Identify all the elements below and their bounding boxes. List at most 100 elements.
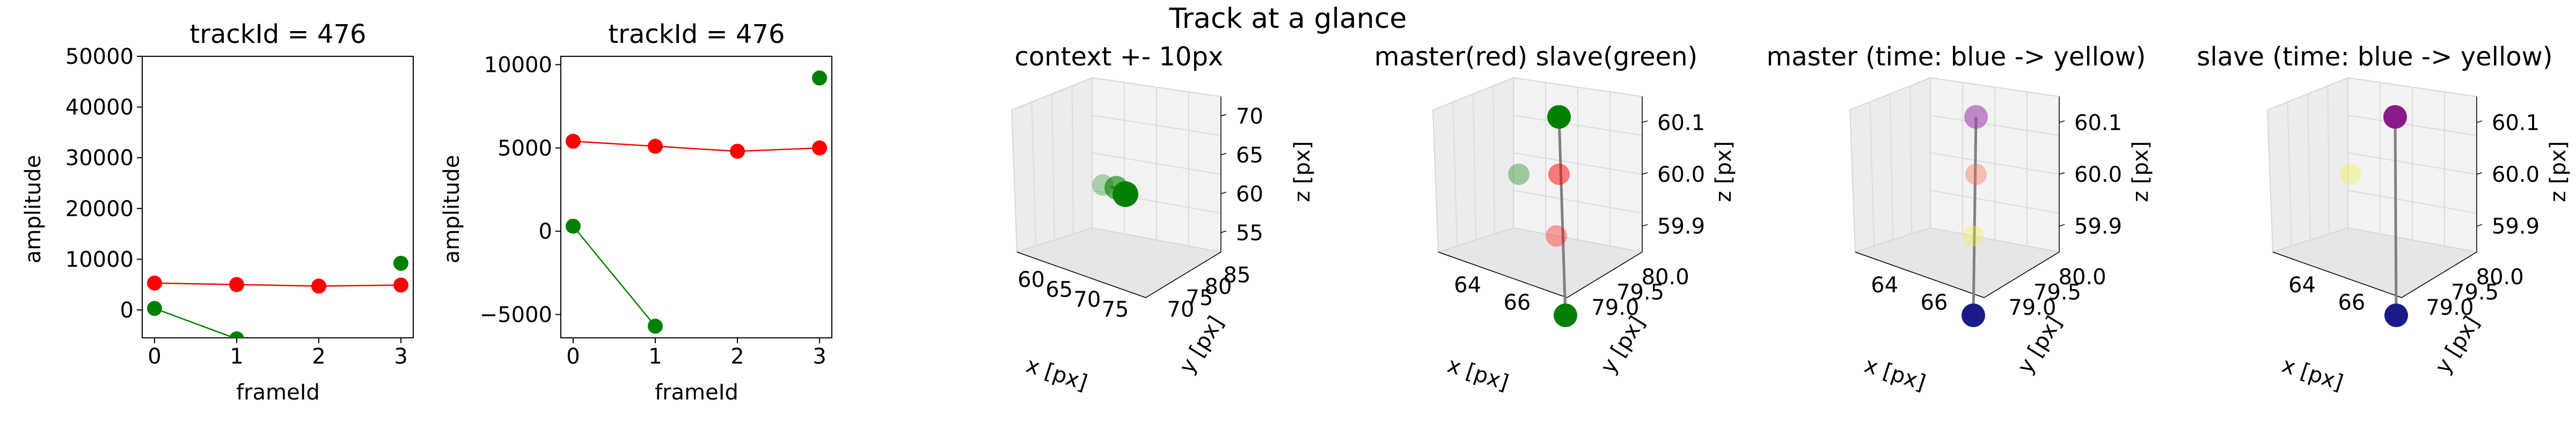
z-axis-label: z [px] — [2546, 141, 2571, 202]
y-axis-line — [2401, 252, 2477, 298]
y-axis-label: amplitude — [21, 155, 46, 263]
x-tick-label: 3 — [813, 344, 826, 369]
y-axis-line — [1984, 252, 2060, 298]
series-line — [154, 282, 401, 287]
plot-frame — [142, 56, 414, 338]
z-tick-label: 55 — [1236, 221, 1263, 246]
y-tick-label: 80 — [1205, 275, 1232, 299]
z-tick — [2059, 120, 2065, 123]
y-tick-label: 10000 — [484, 53, 552, 78]
series-line — [573, 140, 820, 152]
data-point — [393, 255, 409, 271]
data-point — [565, 134, 581, 149]
x-axis-line — [1016, 252, 1146, 298]
panel-amplitude-2: trackId = 476 amplitude frameId 0 1 2 3 −500… — [440, 19, 832, 405]
plot-frame — [560, 56, 832, 338]
x-tick-label: 65 — [1045, 277, 1073, 302]
grid-line — [1092, 152, 1221, 175]
data-point — [229, 331, 244, 338]
grid-line — [1890, 93, 1893, 240]
y-axis-line — [1567, 252, 1643, 298]
data-point — [1113, 181, 1138, 207]
z-tick-label: 59.9 — [2492, 214, 2540, 239]
z-tick — [2059, 172, 2065, 175]
data-point — [2384, 304, 2408, 327]
z-tick — [1642, 120, 1648, 123]
x-axis-line — [1438, 252, 1568, 298]
x-tick-label: 2 — [312, 344, 325, 369]
data-point — [229, 277, 244, 292]
y-tick-label: 79.5 — [2451, 280, 2499, 305]
z-axis-label: z [px] — [1290, 141, 1315, 202]
panel-title: slave (time: blue -> yellow) — [2197, 42, 2552, 72]
x-tick-label: 64 — [2288, 273, 2316, 298]
x-axis-label: x [px] — [2279, 353, 2346, 396]
data-point — [565, 218, 581, 234]
z-tick — [1220, 231, 1227, 233]
grid-line — [2307, 93, 2311, 240]
grid-line — [1513, 152, 1643, 175]
y-tick-label: 80.0 — [2059, 265, 2106, 290]
panel-3d-master-slave: master(red) slave(green) 64 66 79.079.580.… — [1374, 42, 1736, 396]
z-tick-label: 59.9 — [1657, 214, 1705, 239]
trajectory-line — [2394, 116, 2398, 316]
x-tick-label: 3 — [394, 344, 407, 369]
y-tick-label: 40000 — [65, 95, 134, 120]
x-axis-line — [1855, 252, 1985, 298]
z-tick-label: 60.1 — [1657, 110, 1705, 135]
y-tick-label: 50000 — [65, 45, 134, 69]
data-point — [1964, 105, 1988, 129]
z-tick-label: 60.0 — [2492, 162, 2540, 187]
grid-line — [1031, 101, 1036, 246]
data-point — [147, 301, 162, 316]
x-tick-label: 64 — [1871, 273, 1898, 298]
x-tick-label: 2 — [730, 344, 744, 369]
x-axis-label: frameId — [655, 380, 738, 405]
z-tick-label: 65 — [1236, 143, 1263, 168]
x-tick-label: 64 — [1454, 273, 1481, 298]
y-tick-label: 5000 — [497, 136, 552, 161]
data-point — [1963, 225, 1984, 247]
trajectory-line — [1972, 116, 1978, 316]
data-point — [1965, 164, 1987, 185]
grid-line — [2347, 152, 2477, 175]
panel-title: context +- 10px — [1015, 42, 1224, 72]
z-tick-label: 60.1 — [2074, 110, 2122, 135]
panel-amplitude-1: trackId = 476 amplitude frameId 0 1 2 3 0 100… — [21, 19, 414, 405]
y-axis-label: y [px] — [2431, 312, 2485, 378]
data-point — [2383, 105, 2407, 129]
data-point — [1546, 225, 1567, 247]
z-tick — [2476, 224, 2483, 227]
x-tick-label: 66 — [1920, 291, 1948, 315]
y-tick-label: 79.5 — [1616, 280, 1664, 305]
grid-line — [1492, 85, 1495, 234]
figure-suptitle: Track at a glance — [1169, 3, 1407, 35]
data-point — [1548, 164, 1570, 185]
y-tick-label: 20000 — [65, 197, 134, 221]
trajectory-line — [1557, 116, 1567, 316]
z-axis-label: z [px] — [2128, 141, 2153, 202]
y-tick-label: 79.5 — [2033, 280, 2081, 305]
data-point — [1508, 164, 1529, 185]
grid-line — [2287, 101, 2292, 246]
grid-line — [1930, 190, 2060, 214]
grid-line — [1869, 101, 1875, 246]
z-tick-label: 60.1 — [2492, 110, 2540, 135]
data-point — [2340, 164, 2361, 185]
y-tick-label: 85 — [1224, 263, 1251, 288]
z-tick — [2059, 224, 2065, 227]
y-tick-label: 80.0 — [1642, 265, 1689, 290]
y-axis-label: y [px] — [1596, 312, 1650, 378]
y-tick-label: 75 — [1186, 286, 1213, 310]
series-line — [572, 226, 656, 327]
z-tick — [2476, 120, 2483, 123]
panel-title: trackId = 476 — [189, 19, 366, 49]
x-tick-label: 1 — [648, 344, 662, 369]
data-point — [647, 138, 663, 154]
grid-line — [1071, 85, 1074, 234]
plot-area — [147, 255, 409, 338]
data-point — [1554, 304, 1577, 327]
x-tick-label: 66 — [2338, 291, 2365, 315]
x-tick-label: 70 — [1073, 287, 1101, 312]
